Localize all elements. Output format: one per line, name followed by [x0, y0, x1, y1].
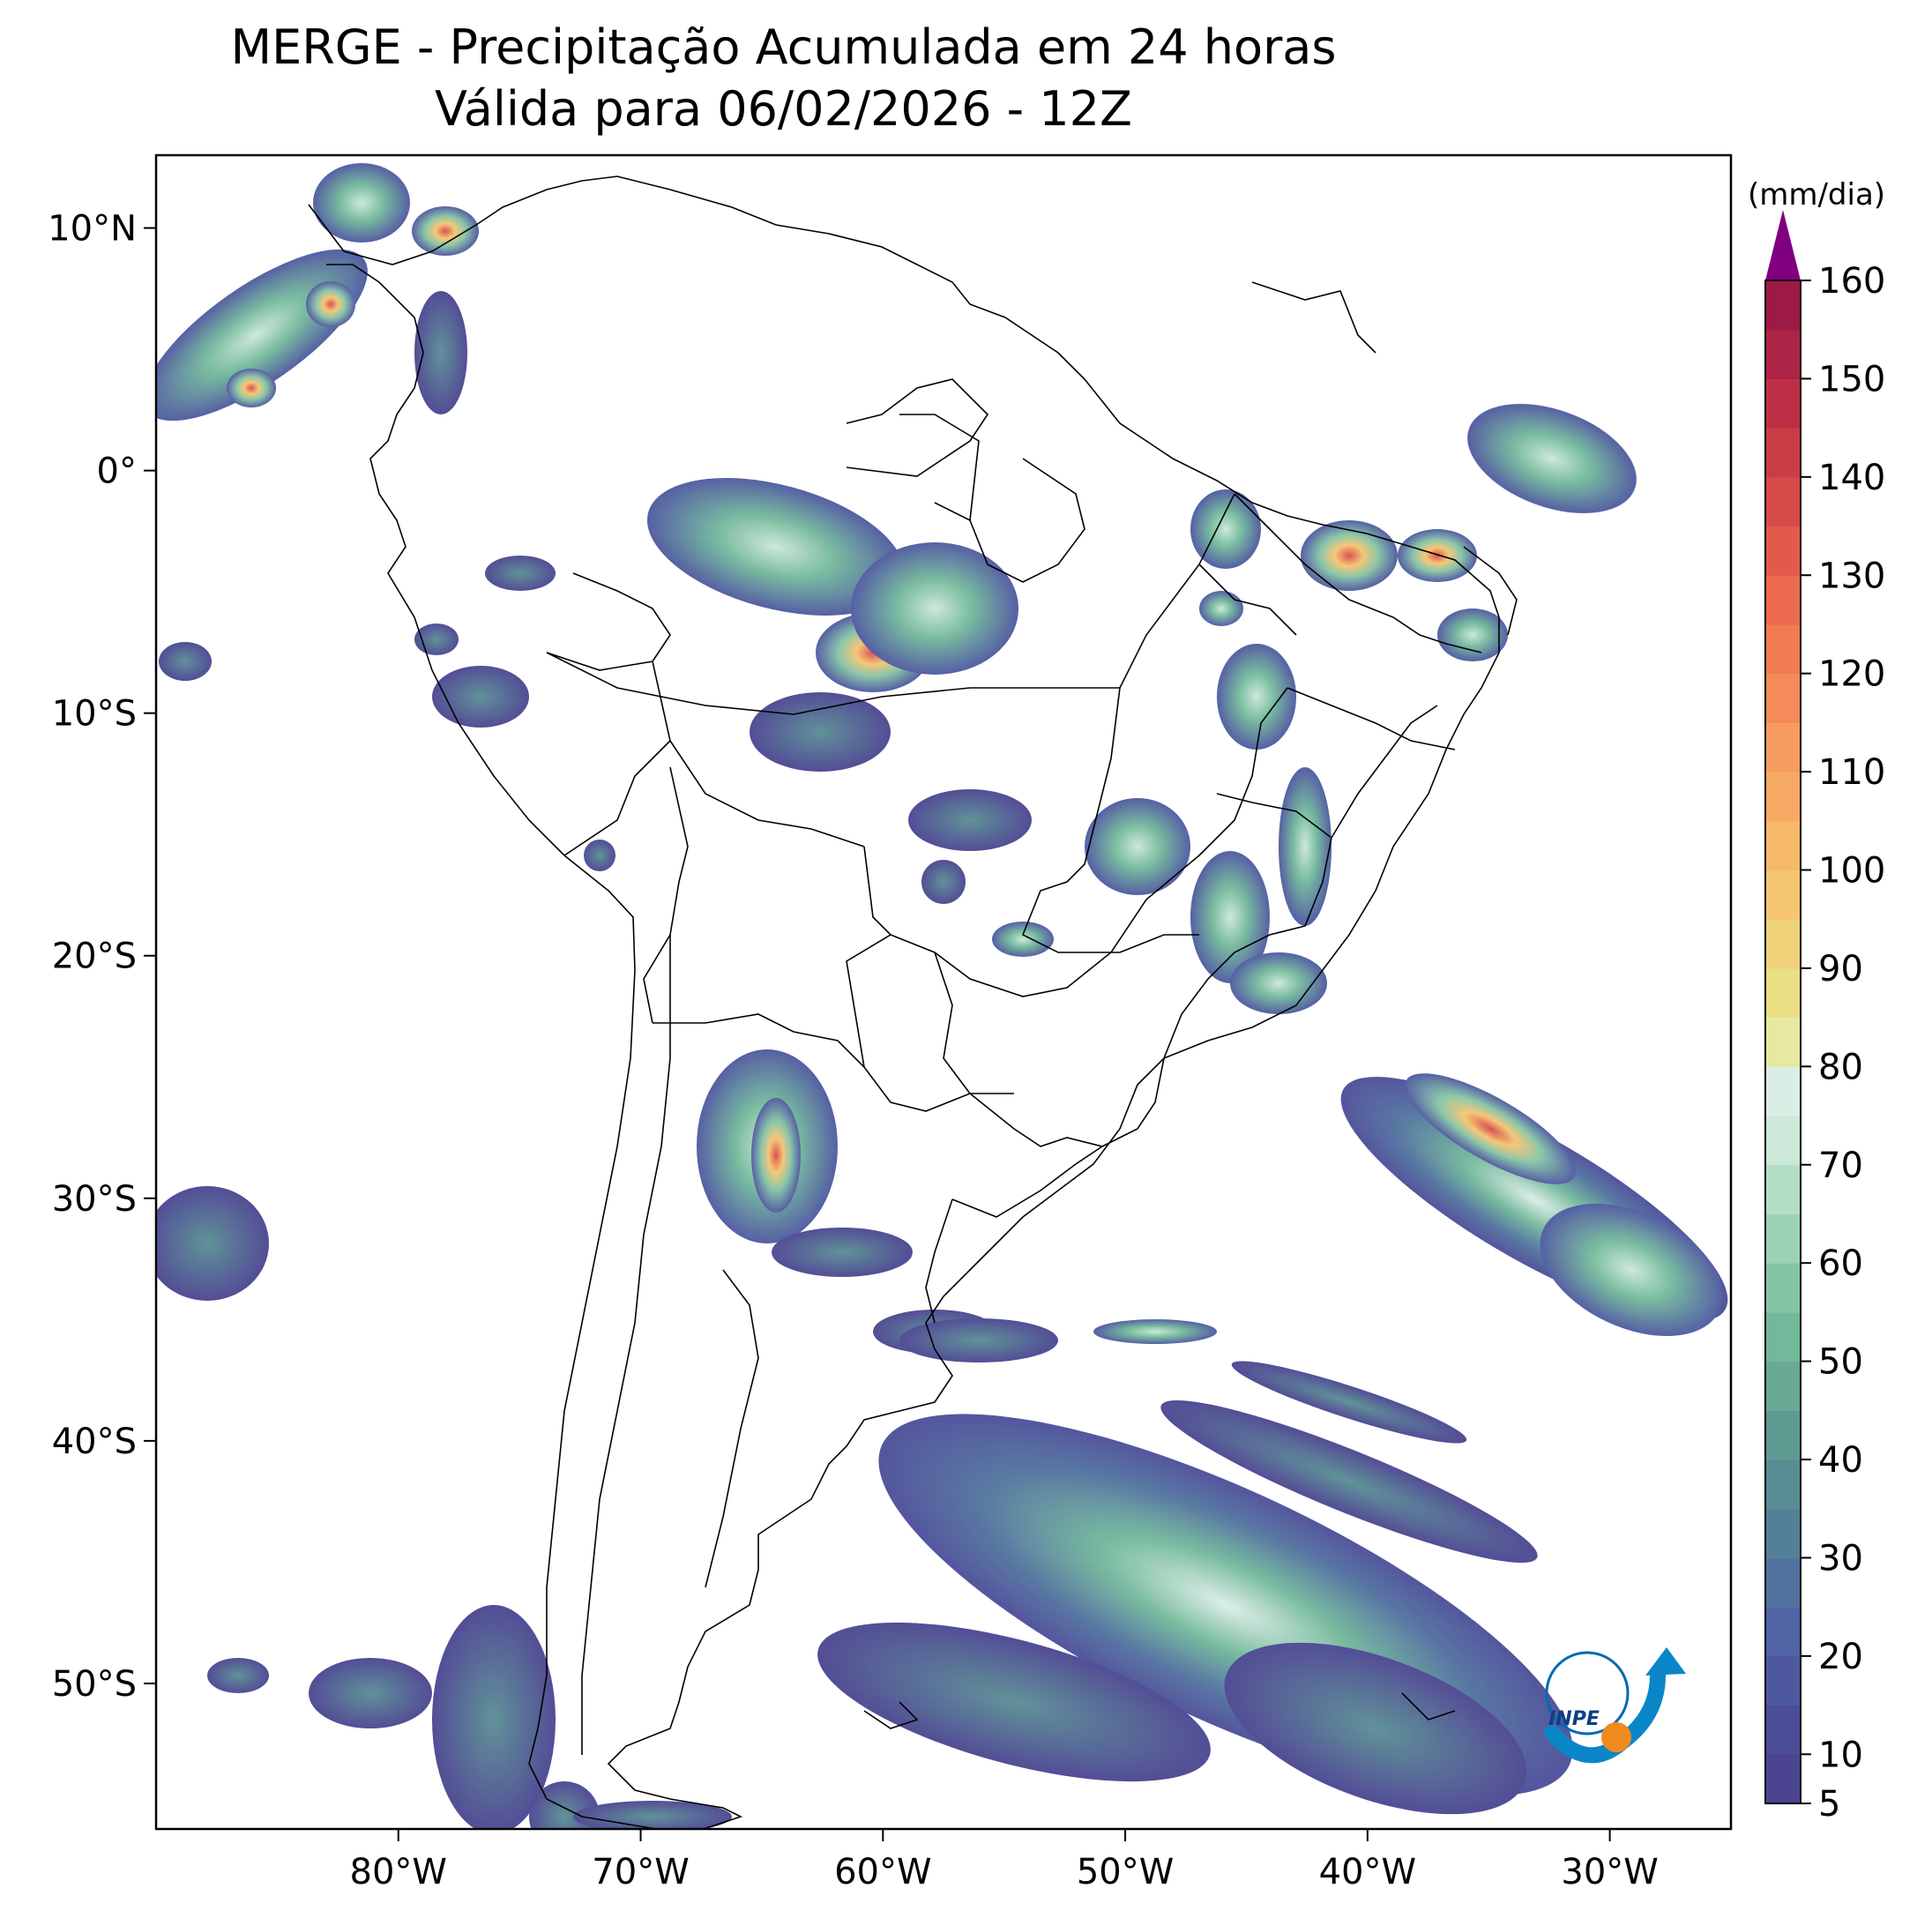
colorbar: (mm/dia) 5 10 20 30 40 50 60 70 80 90 100 110 120 130…	[1748, 177, 1885, 1825]
colorbar-tick-label: 100	[1818, 851, 1885, 892]
lat-tick-label: 20°S	[52, 937, 137, 977]
colorbar-segment	[1765, 967, 1801, 1019]
lat-tick-label: 30°S	[52, 1179, 137, 1220]
map-title: MERGE - Precipitação Acumulada em 24 hor…	[230, 19, 1337, 75]
colorbar-tick-label: 80	[1818, 1047, 1863, 1087]
lat-tick-label: 10°S	[52, 694, 137, 735]
map-frame	[154, 153, 1733, 1831]
lon-tick-label: 50°W	[1077, 1852, 1174, 1892]
latitude-axis: 10°N 0° 10°S 20°S 30°S 40°S 50°S	[48, 209, 156, 1705]
colorbar-tick-label: 60	[1818, 1243, 1863, 1284]
longitude-axis: 80°W 70°W 60°W 50°W 40°W 30°W	[350, 1829, 1659, 1892]
colorbar-segment	[1765, 1754, 1801, 1804]
colorbar-segment	[1765, 722, 1801, 773]
colorbar-tick-label: 120	[1818, 654, 1885, 695]
colorbar-tick-label: 130	[1818, 556, 1885, 596]
lon-tick-label: 60°W	[834, 1852, 931, 1892]
colorbar-extend-arrow	[1765, 210, 1801, 280]
colorbar-tick-label: 40	[1818, 1440, 1863, 1481]
colorbar-tick-label: 30	[1818, 1538, 1863, 1579]
colorbar-unit-label: (mm/dia)	[1748, 177, 1885, 213]
colorbar-segment	[1765, 1164, 1801, 1215]
colorbar-segment	[1765, 1017, 1801, 1067]
precipitation-field	[156, 163, 1728, 1829]
colorbar-segment	[1765, 1213, 1801, 1264]
lat-tick-label: 40°S	[52, 1422, 137, 1462]
lon-tick-label: 80°W	[350, 1852, 447, 1892]
colorbar-tick-label: 160	[1818, 261, 1885, 302]
coastline-borders	[308, 175, 1518, 1829]
lat-tick-label: 0°	[97, 452, 137, 492]
lon-tick-label: 30°W	[1561, 1852, 1658, 1892]
colorbar-segment	[1765, 623, 1801, 675]
colorbar-segment	[1765, 1361, 1801, 1411]
colorbar-segment	[1765, 378, 1801, 429]
colorbar-segment	[1765, 1116, 1801, 1166]
colorbar-segment	[1765, 280, 1801, 331]
inpe-logo-text: INPE	[1548, 1708, 1600, 1730]
colorbar-tick-label: 10	[1818, 1735, 1863, 1775]
inpe-logo: INPE	[1544, 1647, 1686, 1764]
colorbar-segment	[1765, 1311, 1801, 1362]
colorbar-segment	[1765, 575, 1801, 625]
colorbar-segment	[1765, 1655, 1801, 1706]
colorbar-segment	[1765, 820, 1801, 871]
lon-tick-label: 70°W	[592, 1852, 689, 1892]
colorbar-segment	[1765, 1263, 1801, 1313]
colorbar-segment	[1765, 428, 1801, 478]
colorbar-tick-label: 5	[1818, 1784, 1840, 1825]
colorbar-segment	[1765, 1066, 1801, 1116]
colorbar-segment	[1765, 1557, 1801, 1608]
colorbar-tick-label: 50	[1818, 1342, 1863, 1383]
lat-tick-label: 50°S	[52, 1664, 137, 1705]
colorbar-segment	[1765, 870, 1801, 920]
colorbar-segment	[1765, 673, 1801, 723]
colorbar-tick-label: 70	[1818, 1146, 1863, 1186]
map-subtitle: Válida para 06/02/2026 - 12Z	[435, 81, 1132, 137]
colorbar-segment	[1765, 329, 1801, 380]
lat-tick-label: 10°N	[48, 209, 137, 250]
colorbar-segment	[1765, 1705, 1801, 1755]
colorbar-segment	[1765, 1607, 1801, 1657]
colorbar-segment	[1765, 1410, 1801, 1460]
colorbar-segment	[1765, 526, 1801, 576]
colorbar-segment	[1765, 772, 1801, 822]
colorbar-tick-label: 90	[1818, 949, 1863, 989]
colorbar-segment	[1765, 1459, 1801, 1510]
colorbar-segment	[1765, 1508, 1801, 1559]
colorbar-segment	[1765, 476, 1801, 527]
colorbar-tick-label: 20	[1818, 1637, 1863, 1677]
lon-tick-label: 40°W	[1319, 1852, 1416, 1892]
colorbar-tick-label: 110	[1818, 752, 1885, 793]
colorbar-segment	[1765, 919, 1801, 969]
colorbar-tick-label: 140	[1818, 458, 1885, 498]
colorbar-tick-label: 150	[1818, 359, 1885, 399]
